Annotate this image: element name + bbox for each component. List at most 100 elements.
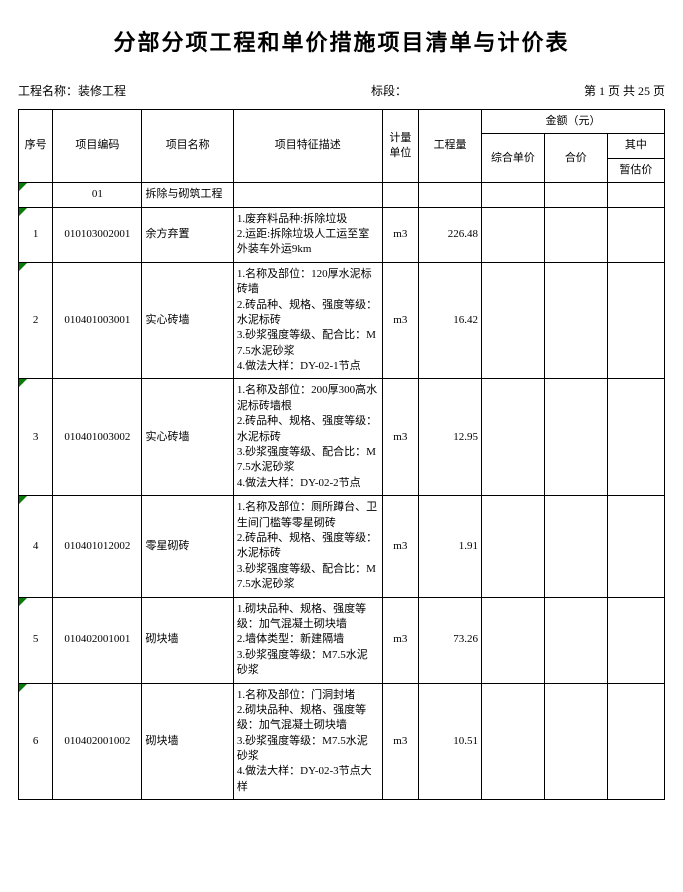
th-desc: 项目特征描述 [233, 110, 382, 183]
table-row: 1010103002001余方弃置1.废弃料品种:拆除垃圾2.运距:拆除垃圾人工… [19, 207, 665, 262]
th-qty: 工程量 [419, 110, 482, 183]
table-cell: 10.51 [419, 683, 482, 800]
table-cell [607, 207, 664, 262]
section-label: 标段： [371, 84, 407, 98]
table-cell: 零星砌砖 [142, 496, 233, 597]
corner-marker-icon [19, 379, 27, 387]
table-cell: 010401003002 [53, 379, 142, 496]
th-unit: 计量单位 [382, 110, 419, 183]
table-cell [544, 183, 607, 207]
table-cell [233, 183, 382, 207]
table-cell [482, 262, 545, 379]
th-amount: 金额（元） [482, 110, 665, 134]
table-cell: 1.名称及部位：200厚300高水泥标砖墙根2.砖品种、规格、强度等级：水泥标砖… [233, 379, 382, 496]
table-cell: 12.95 [419, 379, 482, 496]
table-cell [607, 597, 664, 683]
page-mid: 页 共 [608, 84, 635, 98]
corner-marker-icon [19, 496, 27, 504]
table-row: 3010401003002实心砖墙1.名称及部位：200厚300高水泥标砖墙根2… [19, 379, 665, 496]
table-cell [607, 262, 664, 379]
table-row: 4010401012002零星砌砖1.名称及部位：厕所蹲台、卫生间门槛等零星砌砖… [19, 496, 665, 597]
table-cell: 1.名称及部位：厕所蹲台、卫生间门槛等零星砌砖2.砖品种、规格、强度等级：水泥标… [233, 496, 382, 597]
th-code: 项目编码 [53, 110, 142, 183]
page-suffix: 页 [653, 84, 665, 98]
main-table: 序号 项目编码 项目名称 项目特征描述 计量单位 工程量 金额（元） 综合单价 … [18, 109, 665, 800]
table-cell: 余方弃置 [142, 207, 233, 262]
table-cell [607, 379, 664, 496]
table-cell [544, 597, 607, 683]
meta-project: 工程名称：装修工程 [18, 82, 231, 99]
table-cell [482, 379, 545, 496]
th-qizhong: 其中 [607, 134, 664, 158]
table-head: 序号 项目编码 项目名称 项目特征描述 计量单位 工程量 金额（元） 综合单价 … [19, 110, 665, 183]
corner-marker-icon [19, 263, 27, 271]
table-cell: m3 [382, 683, 419, 800]
project-label: 工程名称： [18, 84, 78, 98]
table-cell: 010401003001 [53, 262, 142, 379]
table-cell [482, 496, 545, 597]
table-cell: 3 [19, 379, 53, 496]
table-cell [607, 183, 664, 207]
table-cell: 实心砖墙 [142, 262, 233, 379]
table-cell: m3 [382, 262, 419, 379]
table-cell: 1.91 [419, 496, 482, 597]
table-cell [419, 183, 482, 207]
table-row: 01拆除与砌筑工程 [19, 183, 665, 207]
table-cell: m3 [382, 379, 419, 496]
table-cell: 砌块墙 [142, 597, 233, 683]
page-title: 分部分项工程和单价措施项目清单与计价表 [18, 25, 665, 57]
table-cell [544, 379, 607, 496]
table-cell: 010401012002 [53, 496, 142, 597]
meta-row: 工程名称：装修工程 标段： 第 1 页 共 25 页 [18, 82, 665, 99]
table-cell: 73.26 [419, 597, 482, 683]
th-name: 项目名称 [142, 110, 233, 183]
table-cell [19, 183, 53, 207]
table-cell: 01 [53, 183, 142, 207]
table-row: 6010402001002砌块墙1.名称及部位：门洞封堵2.砌块品种、规格、强度… [19, 683, 665, 800]
table-cell [382, 183, 419, 207]
table-cell: 1.名称及部位：门洞封堵2.砌块品种、规格、强度等级：加气混凝土砌块墙3.砂浆强… [233, 683, 382, 800]
corner-marker-icon [19, 598, 27, 606]
table-cell: 1.砌块品种、规格、强度等级：加气混凝土砌块墙2.墙体类型：新建隔墙3.砂浆强度… [233, 597, 382, 683]
corner-marker-icon [19, 684, 27, 692]
table-cell: 6 [19, 683, 53, 800]
th-unit-price: 综合单价 [482, 134, 545, 183]
table-cell [607, 683, 664, 800]
th-total-price: 合价 [544, 134, 607, 183]
table-cell: m3 [382, 207, 419, 262]
table-cell: 1 [19, 207, 53, 262]
project-value: 装修工程 [78, 84, 126, 98]
table-cell: m3 [382, 597, 419, 683]
table-cell [482, 683, 545, 800]
page-prefix: 第 [584, 84, 596, 98]
table-cell [607, 496, 664, 597]
table-cell: 5 [19, 597, 53, 683]
table-cell: 1.废弃料品种:拆除垃圾2.运距:拆除垃圾人工运至室外装车外运9km [233, 207, 382, 262]
th-seq: 序号 [19, 110, 53, 183]
table-cell: 010103002001 [53, 207, 142, 262]
table-cell: 4 [19, 496, 53, 597]
corner-marker-icon [19, 208, 27, 216]
table-cell [544, 496, 607, 597]
table-cell [482, 597, 545, 683]
table-body: 01拆除与砌筑工程1010103002001余方弃置1.废弃料品种:拆除垃圾2.… [19, 183, 665, 800]
table-cell [544, 262, 607, 379]
table-cell: 2 [19, 262, 53, 379]
table-row: 5010402001001砌块墙1.砌块品种、规格、强度等级：加气混凝土砌块墙2… [19, 597, 665, 683]
table-cell: 拆除与砌筑工程 [142, 183, 233, 207]
page-total: 25 [638, 84, 650, 98]
table-cell: 1.名称及部位：120厚水泥标砖墙2.砖品种、规格、强度等级：水泥标砖3.砂浆强… [233, 262, 382, 379]
table-cell: 实心砖墙 [142, 379, 233, 496]
table-cell: 砌块墙 [142, 683, 233, 800]
table-cell [544, 207, 607, 262]
th-zangu: 暂估价 [607, 158, 664, 182]
table-cell: 010402001001 [53, 597, 142, 683]
table-cell: 010402001002 [53, 683, 142, 800]
table-cell [482, 183, 545, 207]
table-cell: 226.48 [419, 207, 482, 262]
corner-marker-icon [19, 183, 27, 191]
table-row: 2010401003001实心砖墙1.名称及部位：120厚水泥标砖墙2.砖品种、… [19, 262, 665, 379]
table-cell: m3 [382, 496, 419, 597]
table-cell [482, 207, 545, 262]
page-current: 1 [599, 84, 605, 98]
